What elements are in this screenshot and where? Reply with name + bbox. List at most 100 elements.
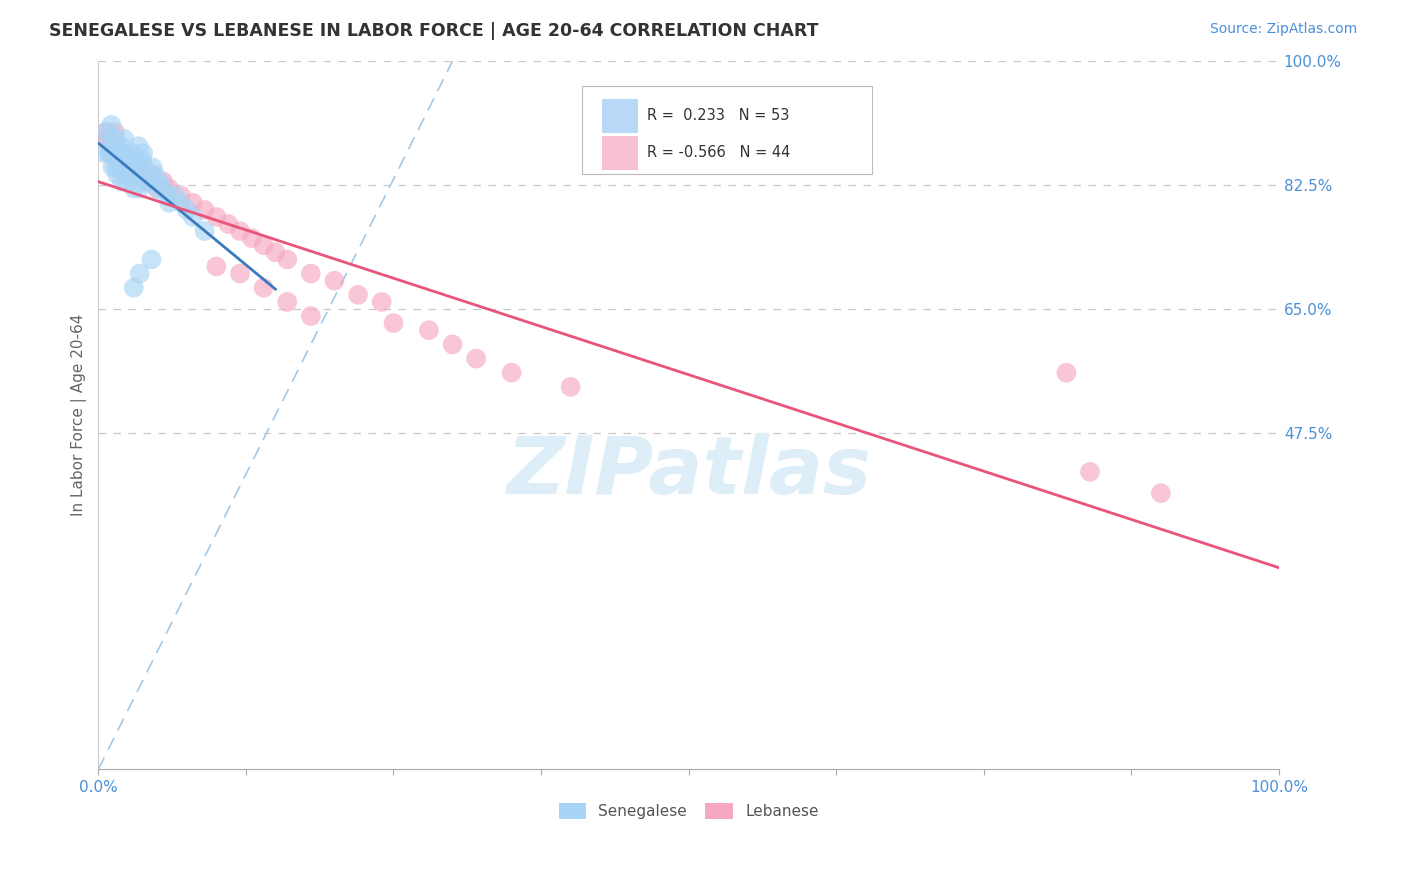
Point	[128, 161, 150, 175]
Point	[111, 161, 134, 175]
Point	[111, 153, 134, 168]
Point	[205, 260, 228, 274]
Point	[146, 181, 169, 195]
Point	[152, 181, 174, 195]
Point	[94, 125, 117, 139]
Point	[104, 132, 127, 146]
Point	[98, 146, 121, 161]
Point	[136, 168, 159, 182]
Text: SENEGALESE VS LEBANESE IN LABOR FORCE | AGE 20-64 CORRELATION CHART: SENEGALESE VS LEBANESE IN LABOR FORCE | …	[49, 22, 818, 40]
Point	[299, 309, 322, 323]
Point	[181, 195, 204, 210]
Point	[253, 281, 276, 295]
Point	[146, 181, 169, 195]
Point	[141, 252, 163, 267]
Point	[194, 202, 217, 217]
Point	[135, 175, 157, 189]
Point	[105, 153, 128, 168]
Point	[98, 132, 121, 146]
Point	[418, 323, 440, 337]
Point	[120, 153, 142, 168]
Point	[121, 146, 143, 161]
Point	[141, 168, 163, 182]
Point	[110, 139, 132, 153]
Point	[142, 161, 165, 175]
Point	[143, 168, 166, 182]
Point	[149, 175, 172, 189]
Point	[1054, 366, 1077, 380]
Point	[125, 153, 148, 168]
Point	[264, 245, 287, 260]
Point	[128, 267, 150, 281]
Point	[115, 153, 138, 168]
Point	[117, 153, 139, 168]
Point	[122, 168, 145, 182]
Point	[101, 146, 124, 161]
Point	[107, 153, 129, 168]
Point	[347, 288, 370, 302]
Point	[122, 281, 145, 295]
Y-axis label: In Labor Force | Age 20-64: In Labor Force | Age 20-64	[72, 314, 87, 516]
Text: R = -0.566   N = 44: R = -0.566 N = 44	[647, 145, 790, 161]
Point	[135, 175, 157, 189]
FancyBboxPatch shape	[582, 86, 872, 175]
Point	[465, 351, 488, 366]
Point	[98, 139, 121, 153]
Point	[97, 132, 120, 146]
Point	[101, 161, 124, 175]
Point	[134, 161, 156, 175]
Point	[323, 274, 346, 288]
Point	[1150, 486, 1173, 500]
Point	[181, 210, 204, 224]
Point	[441, 337, 464, 351]
Point	[127, 139, 149, 153]
Point	[156, 188, 179, 202]
Point	[124, 168, 146, 182]
Point	[560, 380, 582, 394]
Point	[152, 175, 174, 189]
Point	[240, 231, 263, 245]
Point	[501, 366, 523, 380]
Point	[104, 125, 127, 139]
Point	[96, 125, 118, 139]
Point	[108, 146, 131, 161]
Point	[117, 175, 139, 189]
Point	[229, 267, 252, 281]
Point	[118, 168, 141, 182]
Point	[108, 146, 131, 161]
Point	[253, 238, 276, 252]
Point	[176, 202, 198, 217]
Point	[122, 181, 145, 195]
Point	[157, 181, 180, 195]
Point	[112, 146, 135, 161]
Point	[98, 146, 121, 161]
Point	[128, 181, 150, 195]
Point	[170, 195, 193, 210]
Point	[229, 224, 252, 238]
Point	[170, 188, 193, 202]
Point	[370, 294, 392, 309]
Text: ZIPatlas: ZIPatlas	[506, 433, 872, 511]
Point	[131, 153, 153, 168]
Point	[127, 161, 149, 175]
Point	[132, 146, 155, 161]
Point	[194, 224, 217, 238]
Point	[120, 161, 142, 175]
Legend: Senegalese, Lebanese: Senegalese, Lebanese	[553, 797, 825, 825]
Point	[129, 168, 152, 182]
Point	[139, 175, 162, 189]
Point	[100, 118, 122, 132]
Point	[112, 132, 135, 146]
Text: Source: ZipAtlas.com: Source: ZipAtlas.com	[1209, 22, 1357, 37]
Point	[93, 146, 115, 161]
Point	[299, 267, 322, 281]
Point	[105, 168, 128, 182]
Bar	[602, 98, 638, 133]
Point	[276, 252, 298, 267]
Point	[217, 217, 239, 231]
Point	[205, 210, 228, 224]
Point	[111, 175, 134, 189]
Point	[114, 168, 136, 182]
Point	[1078, 465, 1101, 479]
Bar	[602, 136, 638, 170]
